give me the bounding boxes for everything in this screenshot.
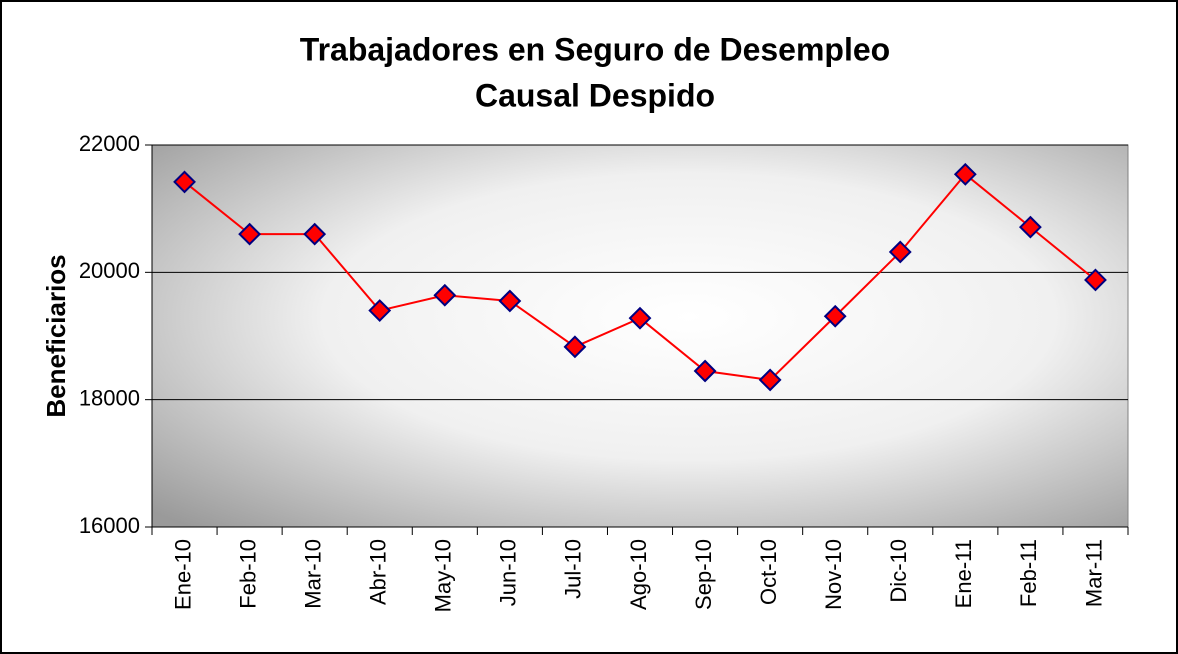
y-tick-label: 18000 [79,385,140,410]
y-tick-label: 22000 [79,131,140,156]
y-tick-label: 16000 [79,513,140,538]
x-tick-label: Mar-10 [300,539,325,609]
y-tick-label: 20000 [79,258,140,283]
x-tick-label: Nov-10 [821,539,846,610]
x-tick-label: Jun-10 [496,539,521,606]
x-tick-label: Abr-10 [366,539,391,605]
x-tick-label: Ago-10 [626,539,651,610]
x-tick-label: Ene-10 [170,539,195,610]
marker [238,222,262,246]
marker [953,162,977,186]
x-tick-label: May-10 [431,539,456,612]
marker [758,368,782,392]
x-tick-label: Jul-10 [561,539,586,599]
marker [823,304,847,328]
x-tick-label: Mar-11 [1081,539,1106,607]
x-tick-label: Sep-10 [691,539,716,610]
marker [173,170,196,194]
marker [693,359,717,383]
x-tick-label: Oct-10 [756,539,781,605]
marker [1084,268,1107,292]
marker [1018,215,1042,239]
marker [303,222,327,246]
x-tick-label: Feb-11 [1016,539,1041,607]
marker [433,283,457,307]
x-tick-label: Ene-11 [951,539,976,608]
y-axis-label: Beneficiarios [41,254,71,417]
marker [628,306,652,330]
x-tick-label: Dic-10 [886,539,911,603]
plot-area [151,144,1129,528]
x-tick-label: Feb-10 [235,539,260,609]
marker [563,335,587,359]
marker [368,299,392,322]
chart-title: Trabajadores en Seguro de Desempleo [300,31,890,67]
marker [498,289,522,313]
marker [888,240,912,264]
chart-subtitle: Causal Despido [475,77,715,113]
